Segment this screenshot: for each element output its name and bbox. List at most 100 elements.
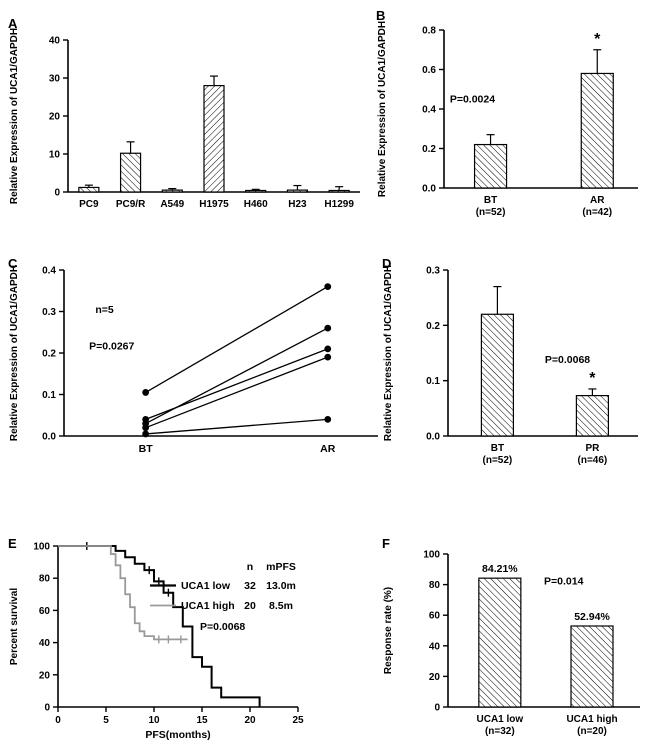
panel-c-chart: 0.0 0.1 0.2 0.3 0.4 Relative Expression of UC… [9,265,378,455]
svg-text:80: 80 [429,580,441,591]
svg-text:PC9/R: PC9/R [116,199,146,210]
svg-text:0.0: 0.0 [42,432,56,443]
svg-text:H23: H23 [288,199,307,210]
svg-text:20: 20 [429,672,441,683]
svg-text:P=0.0267: P=0.0267 [89,341,134,353]
svg-text:0.2: 0.2 [422,144,436,155]
svg-text:10: 10 [49,150,61,161]
svg-text:*: * [589,370,596,387]
svg-text:AR: AR [590,195,605,206]
svg-text:10: 10 [148,715,160,726]
svg-text:UCA1 high: UCA1 high [181,600,235,612]
svg-text:Relative Expression of UCA1/GA: Relative Expression of UCA1/GAPDH [383,265,394,441]
svg-text:52.94%: 52.94% [574,611,610,623]
svg-text:0.4: 0.4 [422,105,436,116]
panel-d-chart: 0.0 0.1 0.2 0.3 Relative Expression of UCA1/… [383,265,638,466]
bar-H23 [286,189,309,193]
svg-text:(n=20): (n=20) [577,726,607,737]
svg-text:mPFS: mPFS [266,561,296,573]
svg-text:BT: BT [491,443,504,454]
bar-BT [473,143,508,189]
svg-text:0.0: 0.0 [422,184,436,195]
panel-c: C 0.0 0.1 0.2 0.3 0.4 Relative Expression of … [4,250,390,476]
svg-text:0.2: 0.2 [42,349,56,360]
svg-text:0.6: 0.6 [422,65,436,76]
svg-text:0.2: 0.2 [426,321,440,332]
panel-e: E 0 20 40 60 80 100 Percent survival 0 5 10 15 20 25… [4,530,334,751]
bar-UCA1 high [570,625,614,708]
svg-text:Relative Expression of UCA1/GA: Relative Expression of UCA1/GAPDH [9,265,20,441]
svg-text:5: 5 [103,715,109,726]
svg-text:20: 20 [244,715,256,726]
svg-text:0.3: 0.3 [426,266,440,277]
panel-d: D 0.0 0.1 0.2 0.3 Relative Expression of UCA… [378,250,650,476]
svg-text:(n=42): (n=42) [582,207,612,218]
svg-text:0.4: 0.4 [42,266,56,277]
svg-text:H1299: H1299 [324,199,354,210]
svg-text:0: 0 [54,188,60,199]
bar-AR [580,72,614,189]
panel-a: A 0 10 20 30 40 Relative Expression of UCA1/G… [4,10,368,240]
svg-text:0.8: 0.8 [422,26,436,37]
bar-PC9/R [119,152,142,193]
svg-text:P=0.0068: P=0.0068 [545,354,590,366]
panel-b: B 0.0 0.2 0.4 0.6 0.8 Relative Expression of … [372,2,648,240]
svg-text:25: 25 [292,715,304,726]
panel-c-label: C [8,256,18,271]
panel-d-label: D [382,256,392,271]
svg-text:A549: A549 [160,199,184,210]
svg-text:0.3: 0.3 [42,307,56,318]
panel-a-label: A [8,16,18,31]
pair-line-4 [145,418,328,435]
svg-text:(n=32): (n=32) [485,726,515,737]
svg-text:0.1: 0.1 [426,376,440,387]
svg-text:40: 40 [429,641,441,652]
svg-text:PR: PR [585,443,600,454]
svg-text:(n=52): (n=52) [476,207,506,218]
svg-text:*: * [594,31,601,48]
svg-text:PC9: PC9 [79,199,99,210]
svg-text:13.0m: 13.0m [266,580,296,592]
svg-text:H1975: H1975 [199,199,229,210]
svg-text:8.5m: 8.5m [269,600,293,612]
svg-text:(n=46): (n=46) [578,455,608,466]
svg-text:UCA1 low: UCA1 low [181,580,231,592]
svg-text:P=0.014: P=0.014 [544,576,584,588]
km-curve-uca1-low [58,545,261,707]
svg-text:30: 30 [49,74,61,85]
svg-text:0.0: 0.0 [426,432,440,443]
svg-text:40: 40 [49,36,61,47]
svg-text:32: 32 [244,580,256,592]
pair-line-3 [145,356,328,429]
pair-line-2 [145,348,328,421]
panel-e-label: E [8,536,17,551]
svg-text:P=0.0068: P=0.0068 [200,621,245,633]
svg-text:H460: H460 [244,199,268,210]
svg-text:15: 15 [196,715,208,726]
svg-text:UCA1 high: UCA1 high [566,714,617,725]
bar-A549 [161,189,183,193]
svg-text:AR: AR [320,443,336,455]
svg-text:n: n [247,561,253,573]
panel-b-chart: 0.0 0.2 0.4 0.6 0.8 Relative Expression of UC… [377,21,638,218]
svg-text:Relative Expression of UCA1/GA: Relative Expression of UCA1/GAPDH [9,28,20,204]
bar-H1975 [203,84,225,193]
panel-e-chart: 0 20 40 60 80 100 Percent survival 0 5 10 15 20 25 PF… [9,542,304,742]
svg-text:0.1: 0.1 [42,390,56,401]
svg-text:(n=52): (n=52) [483,455,513,466]
pair-line-0 [145,286,329,393]
svg-text:Percent survival: Percent survival [9,588,20,665]
bar-PR [575,395,609,437]
km-curve-uca1-high [58,545,188,641]
svg-text:40: 40 [39,638,51,649]
svg-text:20: 20 [49,112,61,123]
panel-b-label: B [376,8,386,23]
svg-text:UCA1 low: UCA1 low [477,714,524,725]
svg-text:P=0.0024: P=0.0024 [450,94,495,106]
svg-text:20: 20 [244,600,256,612]
panel-f: F 0 20 40 60 80 100 Response rate (%) UCA1 low(… [378,530,650,751]
bar-BT [480,313,515,437]
svg-text:Relative Expression of UCA1/GA: Relative Expression of UCA1/GAPDH [377,21,388,197]
svg-text:n=5: n=5 [95,304,114,316]
